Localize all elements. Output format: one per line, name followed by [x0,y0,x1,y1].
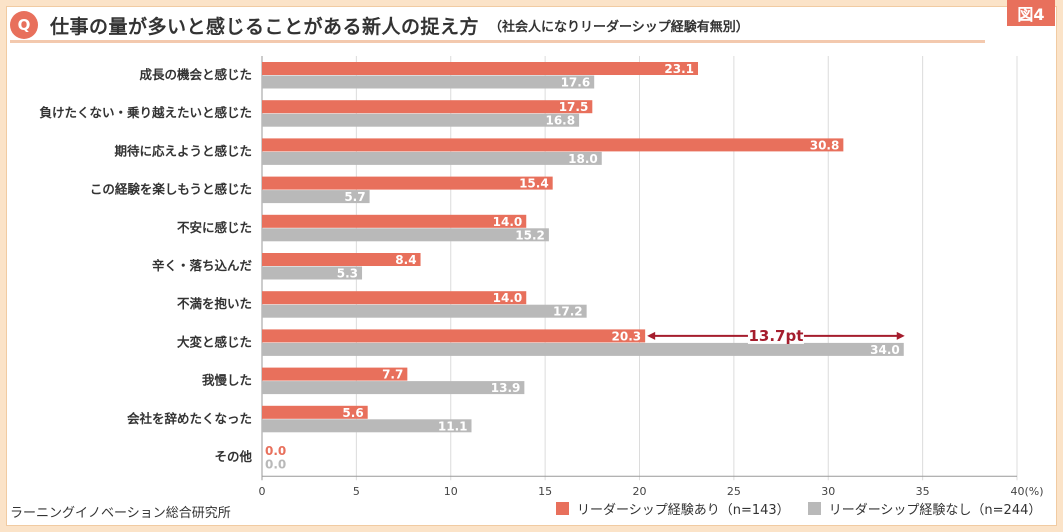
chart-header: Q 仕事の量が多いと感じることがある新人の捉え方 （社会人になりリーダーシップ経… [10,10,985,43]
category-label: 不安に感じた [177,220,252,235]
bar-without [262,190,370,204]
bar-without [262,75,595,89]
bar-with [262,176,553,190]
data-label: 16.8 [545,114,575,128]
data-label: 8.4 [395,253,416,267]
data-label: 5.3 [337,267,358,281]
category-label: 辛く・落ち込んだ [152,258,253,273]
data-label: 7.7 [382,368,403,382]
bar-without [262,381,525,395]
data-label: 20.3 [612,329,642,343]
category-label: 成長の機会と感じた [139,67,252,82]
annotation-label-bg [747,325,804,344]
annotation-arrow-right [896,331,905,340]
legend-label-without: リーダーシップ経験なし（n=244） [828,503,1042,518]
category-label: 大変と感じた [177,334,252,349]
data-label: 34.0 [870,343,900,357]
x-tick-label: 20 [633,485,647,498]
data-label: 14.0 [493,215,523,229]
bar-with [262,291,527,305]
category-label: 我慢した [202,373,252,388]
data-label: 15.2 [515,228,545,242]
data-label: 5.7 [344,190,365,204]
chart-title: 仕事の量が多いと感じることがある新人の捉え方 [50,15,480,38]
bar-with [262,138,844,152]
data-label: 17.6 [561,76,591,90]
data-label: 17.5 [559,100,589,114]
chart-subtitle: （社会人になりリーダーシップ経験有無別） [489,19,749,35]
legend-item-without: リーダーシップ経験なし（n=244） [807,499,1042,518]
legend-swatch-without [807,502,821,515]
legend-swatch-with [556,502,569,515]
data-label: 14.0 [493,291,523,305]
bar-with [262,405,368,419]
x-tick-label: 15 [538,485,552,498]
x-tick-label: 35 [916,485,930,498]
source-text: ラーニングイノベーション総合研究所 [10,506,231,521]
bar-without [262,228,549,242]
x-tick-label: 40(%) [1010,485,1043,498]
bar-with [262,214,527,228]
chart-panel [6,6,1057,526]
x-tick-label: 5 [353,485,360,498]
bar-with [262,100,593,114]
legend-label-with: リーダーシップ経験あり（n=143） [577,503,790,518]
legend-item-with: リーダーシップ経験あり（n=143） [556,499,790,518]
bar-without [262,266,363,280]
x-tick-label: 10 [444,485,458,498]
category-label: 不満を抱いた [177,296,252,311]
category-label: その他 [214,449,252,464]
bar-without [262,419,472,433]
data-label: 0.0 [265,444,286,458]
legend: リーダーシップ経験あり（n=143） リーダーシップ経験なし（n=244） [556,499,1059,518]
category-label: 負けたくない・乗り越えたいと感じた [39,105,252,120]
data-label: 0.0 [265,458,286,472]
bar-without [262,113,580,127]
bar-without [262,151,602,165]
x-tick-label: 0 [259,485,266,498]
category-label: 会社を辞めたくなった [127,411,252,426]
bar-with [262,253,421,266]
data-label: 17.2 [553,305,583,319]
data-label: 11.1 [438,419,468,433]
bar-with [262,367,408,381]
figure-badge: 図4 [1007,0,1055,26]
data-label: 30.8 [810,138,840,152]
x-tick-label: 25 [727,485,741,498]
bar-with [262,62,699,75]
data-label: 18.0 [568,152,598,166]
data-label: 5.6 [342,406,363,420]
bar-without [262,342,904,356]
data-label: 15.4 [519,177,549,191]
annotation-label: 13.7pt [748,327,803,345]
category-label: この経験を楽しもうと感じた [90,182,252,197]
q-icon: Q [10,11,38,39]
annotation-arrow-left [647,331,656,340]
category-label: 期待に応えようと感じた [114,143,252,158]
x-tick-label: 30 [821,485,835,498]
data-label: 23.1 [664,62,694,76]
data-label: 13.9 [491,381,521,395]
bar-without [262,304,587,318]
bar-with [262,329,646,343]
